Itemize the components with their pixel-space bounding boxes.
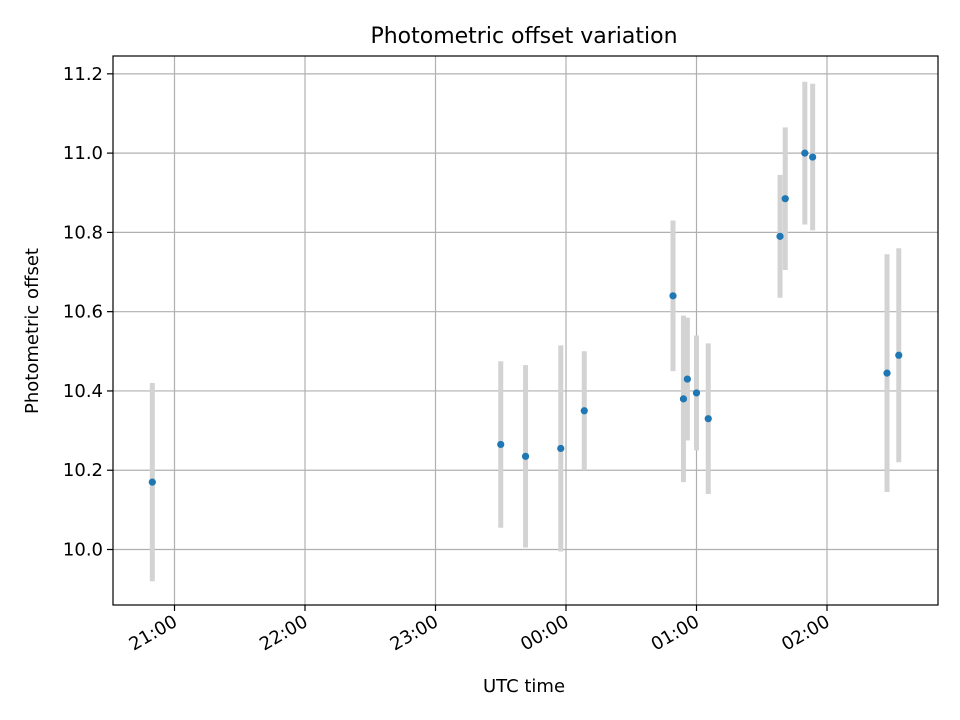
y-tick-label: 10.2: [63, 460, 103, 481]
data-point: [669, 292, 677, 300]
data-point: [776, 232, 784, 240]
plot-frame: [112, 55, 939, 606]
data-point: [704, 415, 712, 423]
y-tick-label: 11.2: [63, 64, 103, 85]
data-point: [521, 452, 530, 460]
data-point: [557, 444, 565, 453]
y-tick-label: 10.6: [63, 302, 103, 323]
data-point: [883, 369, 891, 377]
data-point: [801, 149, 809, 157]
y-tick-label: 11.0: [63, 143, 103, 164]
data-point: [497, 440, 505, 449]
data-point: [809, 153, 817, 161]
y-tick-label: 10.0: [63, 540, 103, 561]
x-axis-label: UTC time: [483, 676, 565, 697]
y-axis-label: Photometric offset: [22, 248, 43, 414]
plot-area: [148, 81, 903, 582]
data-point: [781, 195, 789, 203]
y-tick-label: 10.8: [63, 222, 103, 243]
data-point: [679, 395, 688, 403]
data-point: [683, 375, 691, 383]
chart-title: Photometric offset variation: [370, 24, 677, 49]
data-point: [580, 407, 588, 415]
data-point: [692, 389, 701, 397]
data-point: [148, 478, 156, 486]
data-point: [895, 351, 903, 359]
y-tick-label: 10.4: [63, 381, 103, 402]
